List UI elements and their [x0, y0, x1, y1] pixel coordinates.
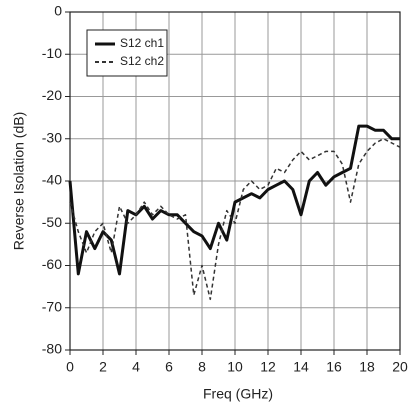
y-tick-label: -40 [42, 172, 62, 188]
x-tick-label: 16 [326, 359, 342, 375]
y-tick-label: -70 [42, 298, 62, 314]
x-tick-label: 6 [165, 359, 173, 375]
legend-box [86, 29, 168, 77]
x-tick-label: 8 [198, 359, 206, 375]
x-axis-label: Freq (GHz) [203, 386, 273, 402]
y-tick-label: 0 [54, 3, 62, 19]
x-tick-label: 14 [293, 359, 309, 375]
y-tick-label: -60 [42, 256, 62, 272]
x-tick-label: 20 [392, 359, 408, 375]
y-tick-label: -10 [42, 45, 62, 61]
y-tick-label: -30 [42, 129, 62, 145]
y-axis-label: Reverse Isolation (dB) [11, 112, 27, 251]
x-tick-label: 12 [260, 359, 276, 375]
data-line [68, 124, 400, 276]
y-tick-label: -20 [42, 87, 62, 103]
data-line [69, 138, 401, 301]
y-tick-label: -80 [42, 341, 62, 357]
x-tick-label: 0 [66, 359, 74, 375]
x-tick-label: 18 [359, 359, 375, 375]
y-tick-label: -50 [42, 214, 62, 230]
legend-label: S12 ch1 [120, 36, 164, 50]
legend-label: S12 ch2 [120, 54, 164, 68]
x-tick-label: 10 [227, 359, 243, 375]
x-tick-label: 4 [132, 359, 140, 375]
x-tick-label: 2 [99, 359, 107, 375]
